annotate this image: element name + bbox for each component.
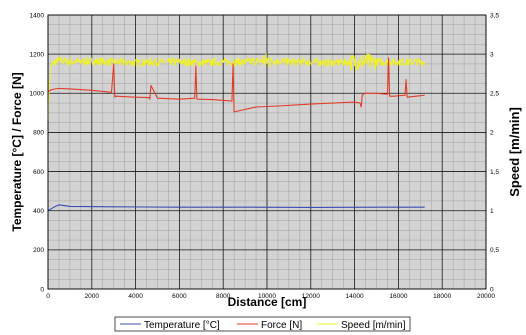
left-y-axis-title: Temperature [°C] / Force [N] [10,72,24,231]
right-y-tick-label: 2,5 [490,91,499,98]
series-layer [47,52,426,212]
right-y-tick-labels: 0 0,5 1 1,5 2 2,5 3 3,5 [490,12,499,293]
left-y-tick-labels: 0 200 400 600 800 1000 1200 1400 [30,12,45,293]
right-y-axis-title: Speed [m/min] [507,107,522,197]
x-tick-label: 0 [46,293,50,300]
left-y-tick-label: 1400 [30,12,45,19]
plot-frame [47,14,487,290]
right-y-tick-label: 3 [490,51,494,58]
x-tick-label: 10000 [258,293,276,300]
x-axis-title: Distance [cm] [228,295,307,309]
x-tick-label: 20000 [477,293,495,300]
right-y-tick-label: 0,5 [490,247,499,254]
left-y-tick-label: 0 [40,286,44,293]
legend-label-speed: Speed [m/min] [341,320,406,331]
left-y-tick-label: 1200 [30,51,45,58]
x-tick-label: 18000 [433,293,451,300]
right-y-tick-label: 1,5 [490,169,499,176]
right-y-tick-label: 0 [490,286,494,293]
x-tick-label: 12000 [302,293,320,300]
legend-label-force: Force [N] [261,320,302,331]
right-y-tick-label: 3,5 [490,12,499,19]
left-y-tick-label: 600 [33,169,44,176]
x-tick-label: 6000 [172,293,187,300]
legend-label-temperature: Temperature [°C] [144,320,220,331]
series-line-temperature [47,204,425,212]
x-tick-label: 2000 [85,293,100,300]
series-line-speed [47,52,426,121]
series-line-force [47,57,425,113]
x-tick-label: 8000 [216,293,231,300]
x-tick-label: 14000 [346,293,364,300]
legend-box [114,316,411,332]
x-tick-labels: 0 2000 4000 6000 8000 10000 12000 14000 16000 180… [46,293,495,300]
left-y-tick-label: 800 [33,130,44,137]
right-y-tick-label: 2 [490,130,494,137]
legend: Temperature [°C] Force [N] Speed [m/min] [114,316,411,332]
x-tick-label: 4000 [128,293,143,300]
left-y-tick-label: 1000 [30,91,45,98]
right-y-tick-label: 1 [490,208,494,215]
left-y-tick-label: 200 [33,247,44,254]
left-y-tick-label: 400 [33,208,44,215]
x-tick-label: 16000 [389,293,407,300]
